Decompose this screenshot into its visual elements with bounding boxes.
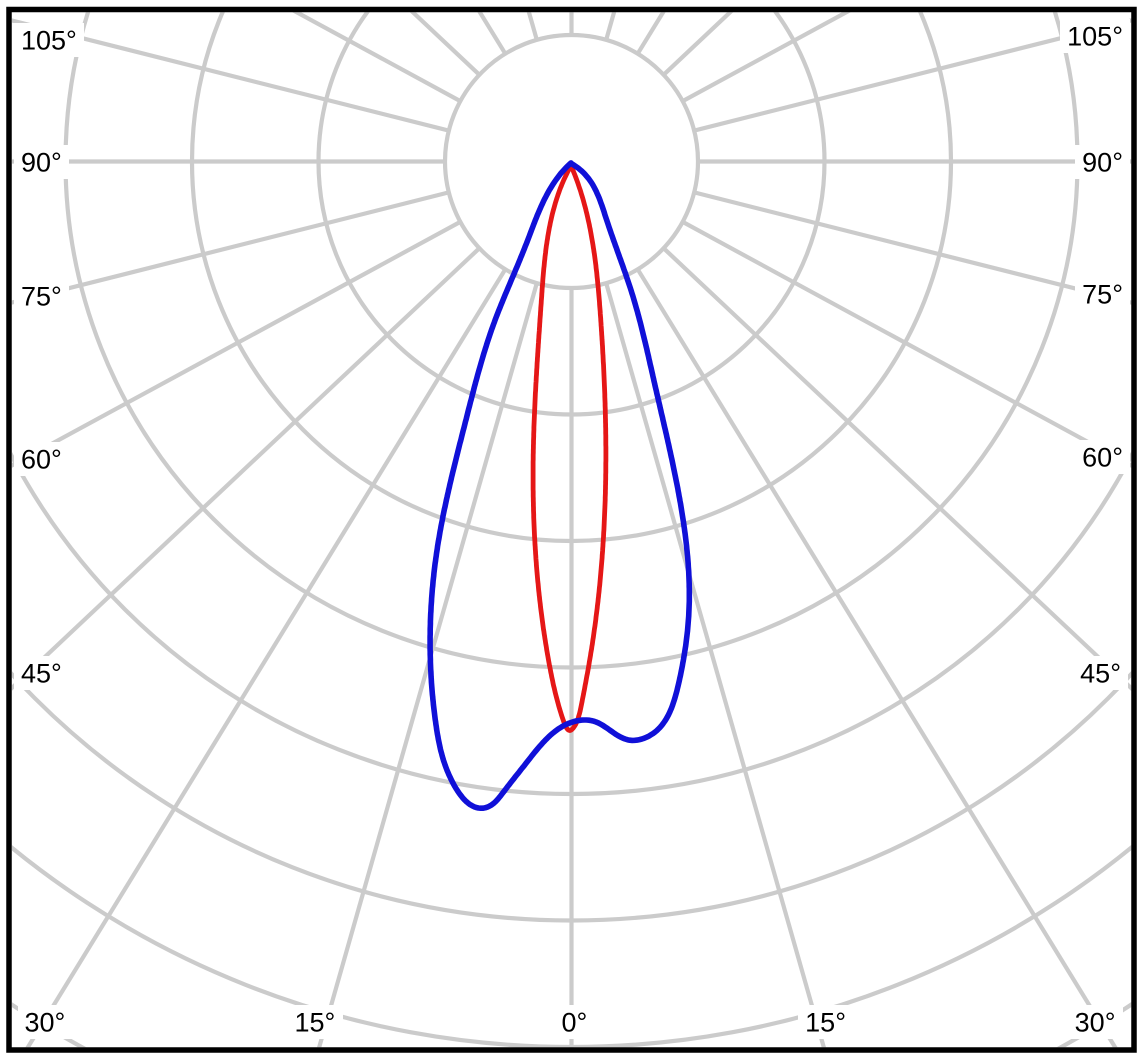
svg-text:60°: 60° xyxy=(1082,443,1123,473)
svg-text:105°: 105° xyxy=(21,26,77,56)
svg-text:75°: 75° xyxy=(1082,280,1123,310)
svg-text:45°: 45° xyxy=(21,659,62,689)
svg-text:75°: 75° xyxy=(21,282,62,312)
svg-text:60°: 60° xyxy=(21,445,62,475)
svg-text:105°: 105° xyxy=(1067,22,1123,52)
svg-text:15°: 15° xyxy=(805,1008,846,1038)
svg-text:90°: 90° xyxy=(21,148,62,178)
svg-text:45°: 45° xyxy=(1080,659,1121,689)
svg-text:0°: 0° xyxy=(562,1008,588,1038)
svg-text:15°: 15° xyxy=(295,1008,336,1038)
svg-text:30°: 30° xyxy=(1075,1008,1116,1038)
svg-text:90°: 90° xyxy=(1082,148,1123,178)
svg-text:30°: 30° xyxy=(25,1008,66,1038)
